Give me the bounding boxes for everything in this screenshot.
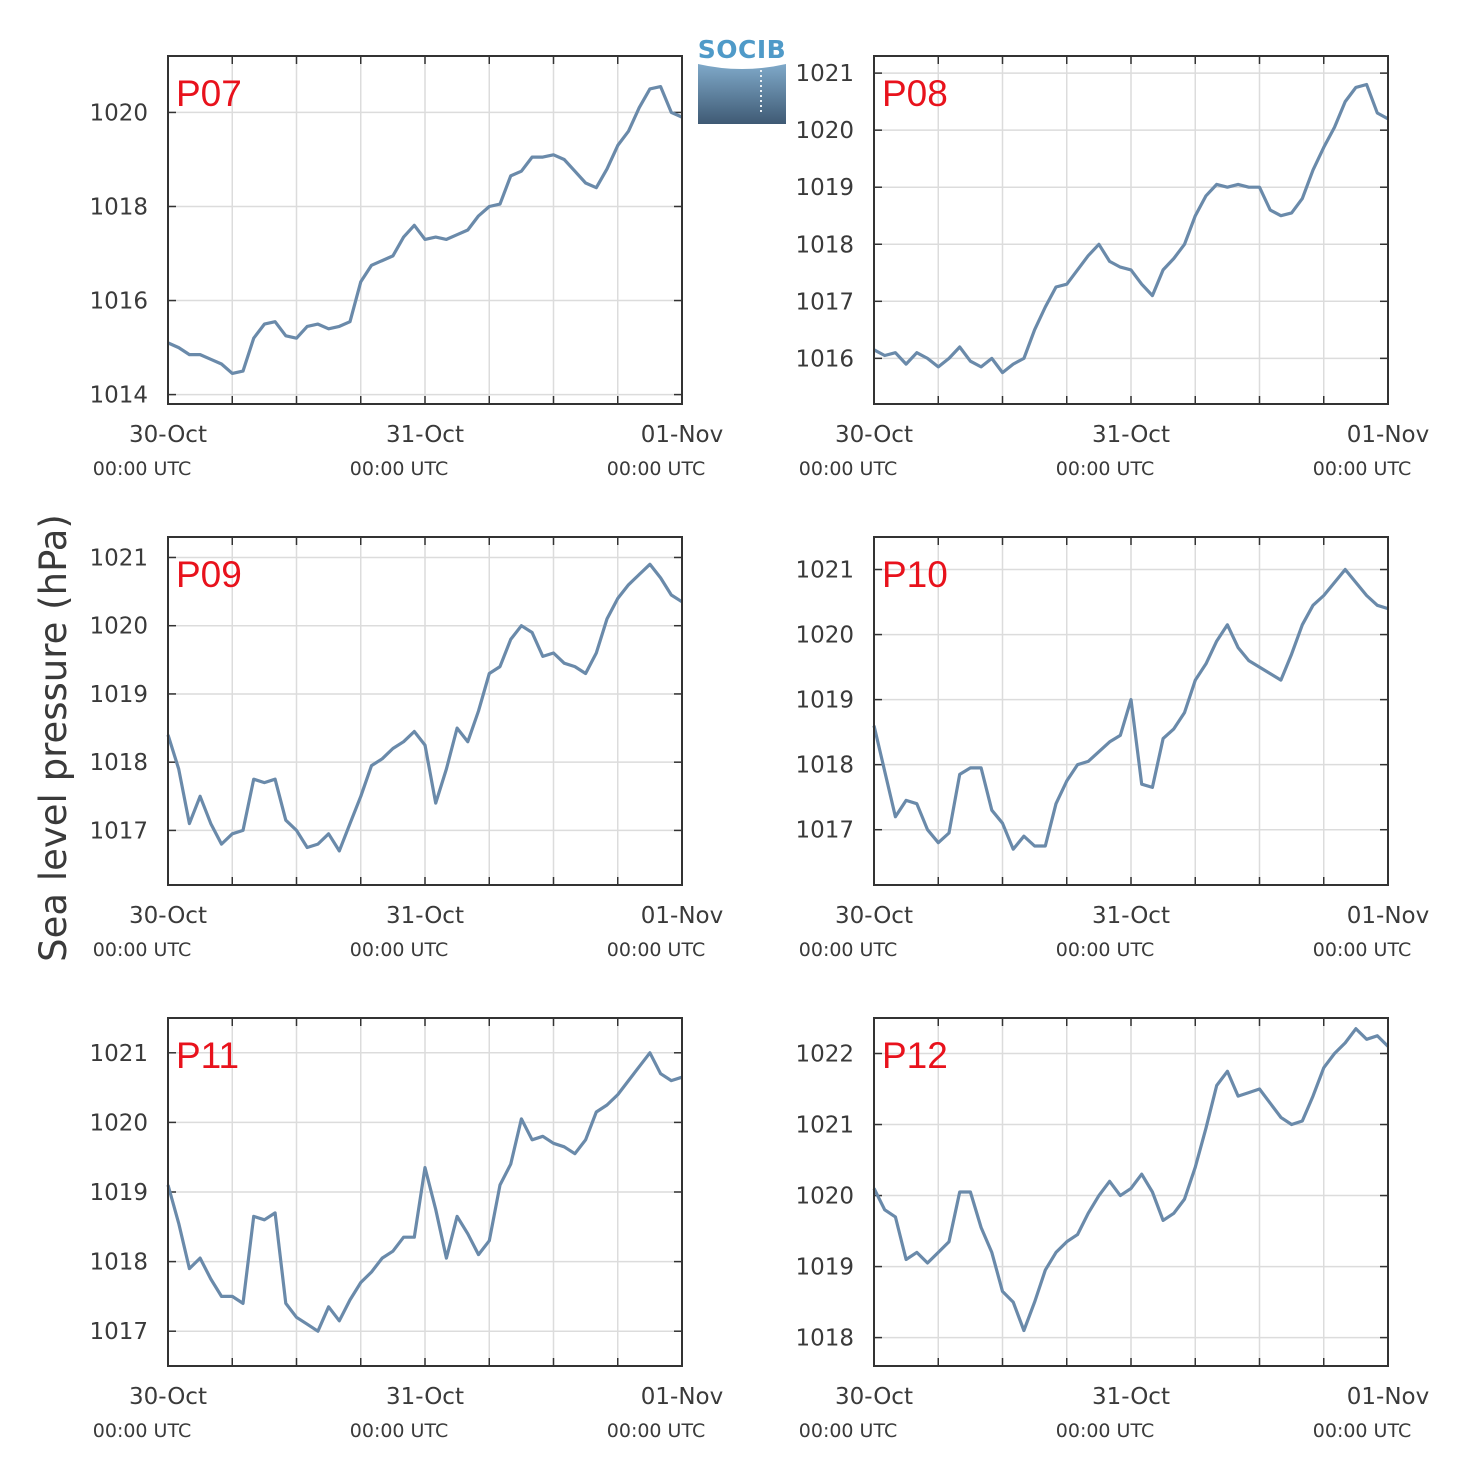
x-tick-time: 00:00 UTC bbox=[799, 458, 897, 480]
panel-p10: 1017 1018 1019 1020 1021 P10 30-Oct 00:00 UTC 31… bbox=[795, 536, 1429, 961]
panel-p11: 1017 1018 1019 1020 1021 P11 30-Oct 00:00 UTC 31… bbox=[89, 1017, 723, 1442]
station-label: P10 bbox=[882, 554, 948, 595]
x-tick-time: 00:00 UTC bbox=[607, 1420, 705, 1442]
x-tick-date: 30-Oct bbox=[129, 422, 207, 448]
plot-frame bbox=[873, 55, 1389, 405]
pressure-series-line bbox=[872, 1027, 1390, 1333]
y-tick-label: 1016 bbox=[89, 289, 148, 315]
x-tick-date: 31-Oct bbox=[1092, 1384, 1170, 1410]
panel-p07: 1014 1016 1018 1020 P07 30-Oct 00:00 UTC 31-Oct… bbox=[89, 55, 723, 480]
y-tick-label: 1019 bbox=[89, 682, 148, 708]
y-tick-label: 1019 bbox=[795, 688, 854, 714]
y-tick-label: 1020 bbox=[795, 623, 854, 649]
y-tick-label: 1020 bbox=[89, 614, 148, 640]
y-tick-label: 1018 bbox=[795, 753, 854, 779]
x-tick-time: 00:00 UTC bbox=[350, 1420, 448, 1442]
x-tick-time: 00:00 UTC bbox=[1056, 458, 1154, 480]
plot-frame bbox=[873, 1017, 1389, 1367]
socib-logo-text: SOCIB bbox=[698, 35, 786, 64]
plot-frame bbox=[873, 536, 1389, 886]
x-tick-time: 00:00 UTC bbox=[93, 458, 191, 480]
x-tick-time: 00:00 UTC bbox=[799, 1420, 897, 1442]
y-tick-label: 1017 bbox=[795, 289, 854, 315]
pressure-series-line bbox=[167, 85, 683, 375]
y-tick-label: 1018 bbox=[89, 750, 148, 776]
y-tick-label: 1018 bbox=[795, 1326, 854, 1352]
x-tick-time: 00:00 UTC bbox=[1313, 1420, 1411, 1442]
panel-p09: 1017 1018 1019 1020 1021 P09 30-Oct 00:00 UTC 31… bbox=[89, 536, 723, 961]
y-tick-label: 1014 bbox=[89, 383, 148, 409]
x-tick-time: 00:00 UTC bbox=[93, 939, 191, 961]
x-tick-date: 30-Oct bbox=[129, 903, 207, 929]
panel-p08: 1016 1017 1018 1019 1020 1021 P08 30-Oct 00:00 U… bbox=[795, 55, 1429, 480]
y-tick-label: 1020 bbox=[89, 1110, 148, 1136]
plot-frame bbox=[167, 1017, 683, 1367]
y-tick-label: 1017 bbox=[89, 1319, 148, 1345]
panel-p12: 1018 1019 1020 1021 1022 P12 30-Oct 00:00 UTC 31… bbox=[795, 1017, 1429, 1442]
y-tick-label: 1020 bbox=[89, 100, 148, 126]
station-label: P09 bbox=[176, 554, 242, 595]
x-tick-date: 31-Oct bbox=[386, 1384, 464, 1410]
y-tick-label: 1019 bbox=[795, 1255, 854, 1281]
x-tick-date: 01-Nov bbox=[641, 903, 723, 929]
y-axis-label: Sea level pressure (hPa) bbox=[32, 514, 75, 962]
y-tick-label: 1020 bbox=[795, 118, 854, 144]
y-tick-label: 1020 bbox=[795, 1184, 854, 1210]
station-label: P08 bbox=[882, 73, 948, 114]
plot-frame bbox=[167, 536, 683, 886]
y-tick-label: 1021 bbox=[89, 1041, 148, 1067]
x-tick-date: 31-Oct bbox=[1092, 903, 1170, 929]
x-tick-date: 01-Nov bbox=[641, 1384, 723, 1410]
station-label: P12 bbox=[882, 1035, 948, 1076]
x-tick-date: 01-Nov bbox=[1347, 422, 1429, 448]
x-tick-time: 00:00 UTC bbox=[350, 458, 448, 480]
y-tick-label: 1016 bbox=[795, 346, 854, 372]
y-tick-label: 1018 bbox=[89, 1250, 148, 1276]
plot-frame bbox=[167, 55, 683, 405]
x-tick-date: 01-Nov bbox=[641, 422, 723, 448]
x-tick-time: 00:00 UTC bbox=[1056, 939, 1154, 961]
x-tick-date: 30-Oct bbox=[835, 422, 913, 448]
x-tick-time: 00:00 UTC bbox=[799, 939, 897, 961]
x-tick-date: 30-Oct bbox=[129, 1384, 207, 1410]
y-tick-label: 1017 bbox=[795, 818, 854, 844]
x-tick-date: 30-Oct bbox=[835, 903, 913, 929]
x-tick-date: 30-Oct bbox=[835, 1384, 913, 1410]
x-tick-date: 01-Nov bbox=[1347, 903, 1429, 929]
station-label: P11 bbox=[176, 1035, 239, 1076]
pressure-series-line bbox=[166, 562, 683, 853]
y-tick-label: 1022 bbox=[795, 1042, 854, 1068]
y-tick-label: 1019 bbox=[795, 175, 854, 201]
y-tick-label: 1018 bbox=[89, 194, 148, 220]
x-tick-time: 00:00 UTC bbox=[350, 939, 448, 961]
x-tick-date: 31-Oct bbox=[386, 903, 464, 929]
pressure-series-line bbox=[873, 82, 1389, 375]
y-tick-label: 1021 bbox=[795, 61, 854, 87]
socib-logo: SOCIB bbox=[698, 35, 786, 124]
pressure-series-line bbox=[872, 567, 1389, 851]
x-tick-time: 00:00 UTC bbox=[1056, 1420, 1154, 1442]
x-tick-date: 31-Oct bbox=[1092, 422, 1170, 448]
x-tick-time: 00:00 UTC bbox=[607, 939, 705, 961]
y-tick-label: 1021 bbox=[89, 545, 148, 571]
x-tick-time: 00:00 UTC bbox=[93, 1420, 191, 1442]
x-tick-time: 00:00 UTC bbox=[1313, 939, 1411, 961]
y-tick-label: 1021 bbox=[795, 1113, 854, 1139]
x-tick-time: 00:00 UTC bbox=[607, 458, 705, 480]
y-tick-label: 1019 bbox=[89, 1180, 148, 1206]
pressure-series-line bbox=[166, 1051, 683, 1333]
y-tick-label: 1021 bbox=[795, 558, 854, 584]
panels: 1014 1016 1018 1020 P07 30-Oct 00:00 UTC 31-Oct… bbox=[89, 55, 1429, 1442]
y-tick-label: 1017 bbox=[89, 818, 148, 844]
x-tick-time: 00:00 UTC bbox=[1313, 458, 1411, 480]
y-tick-label: 1018 bbox=[795, 232, 854, 258]
x-tick-date: 01-Nov bbox=[1347, 1384, 1429, 1410]
station-label: P07 bbox=[176, 73, 242, 114]
x-tick-date: 31-Oct bbox=[386, 422, 464, 448]
